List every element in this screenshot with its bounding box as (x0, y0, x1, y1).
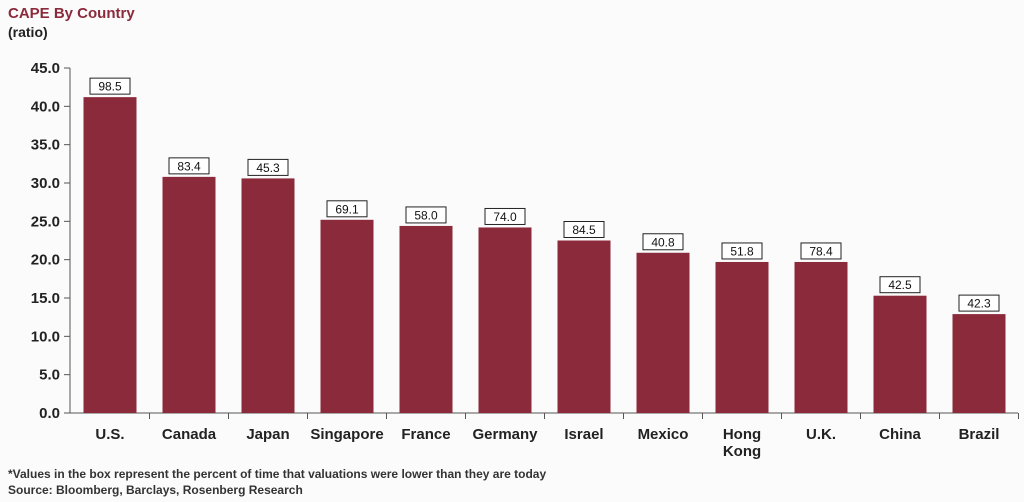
bar (320, 219, 374, 413)
y-tick-label: 5.0 (39, 367, 60, 384)
value-box-label: 42.3 (967, 297, 991, 311)
value-box (958, 294, 1000, 312)
x-category-label: France (401, 426, 450, 443)
x-category-label: Brazil (959, 426, 1000, 443)
value-box-label: 58.0 (414, 208, 438, 222)
bar (478, 227, 532, 413)
chart-title: CAPE By Country (8, 5, 135, 22)
value-box-label: 42.5 (888, 278, 912, 292)
y-tick-label: 10.0 (31, 328, 60, 345)
bar (162, 176, 216, 413)
x-category-label: China (879, 426, 921, 443)
bar (83, 97, 137, 413)
bar (794, 261, 848, 413)
y-tick-label: 0.0 (39, 405, 60, 422)
value-box (879, 276, 921, 294)
chart-subtitle: (ratio) (8, 24, 48, 40)
chart-source: Source: Bloomberg, Barclays, Rosenberg R… (8, 483, 303, 497)
value-box (168, 157, 210, 175)
y-tick-label: 20.0 (31, 252, 60, 269)
x-category-label: U.K. (806, 426, 836, 443)
value-box (247, 158, 289, 176)
bar (241, 178, 295, 413)
value-box (800, 242, 842, 260)
x-category-label: Singapore (310, 426, 383, 443)
y-tick-label: 15.0 (31, 290, 60, 307)
x-category-label: Israel (564, 426, 603, 443)
chart-footnote: *Values in the box represent the percent… (8, 467, 547, 481)
y-tick-label: 40.0 (31, 98, 60, 115)
x-category-label: Canada (162, 426, 217, 443)
value-box-label: 40.8 (651, 235, 675, 249)
y-tick-label: 30.0 (31, 175, 60, 192)
bar (399, 225, 453, 413)
value-box (721, 242, 763, 260)
value-box-label: 74.0 (493, 210, 517, 224)
value-box-label: 84.5 (572, 223, 596, 237)
y-tick-label: 25.0 (31, 213, 60, 230)
value-box-label: 45.3 (256, 161, 280, 175)
x-category-label: Mexico (638, 426, 689, 443)
value-box-label: 51.8 (730, 244, 754, 258)
bar (557, 240, 611, 413)
bar (952, 314, 1006, 413)
bar (636, 252, 690, 413)
bar (715, 261, 769, 413)
value-box (642, 233, 684, 251)
x-category-label: Hong (723, 426, 761, 443)
value-box (89, 77, 131, 95)
value-box-label: 69.1 (335, 202, 359, 216)
value-box (405, 206, 447, 224)
value-box-label: 78.4 (809, 244, 833, 258)
value-box (326, 200, 368, 218)
value-box-label: 98.5 (98, 80, 122, 94)
x-category-label: Japan (246, 426, 289, 443)
x-category-label: Kong (723, 443, 761, 460)
x-category-label: Germany (472, 426, 538, 443)
y-tick-label: 45.0 (31, 60, 60, 77)
value-box (563, 221, 605, 238)
bar (873, 295, 927, 413)
x-category-label: U.S. (95, 426, 124, 443)
value-box (484, 207, 526, 225)
y-tick-label: 35.0 (31, 137, 60, 154)
value-box-label: 83.4 (177, 159, 201, 173)
